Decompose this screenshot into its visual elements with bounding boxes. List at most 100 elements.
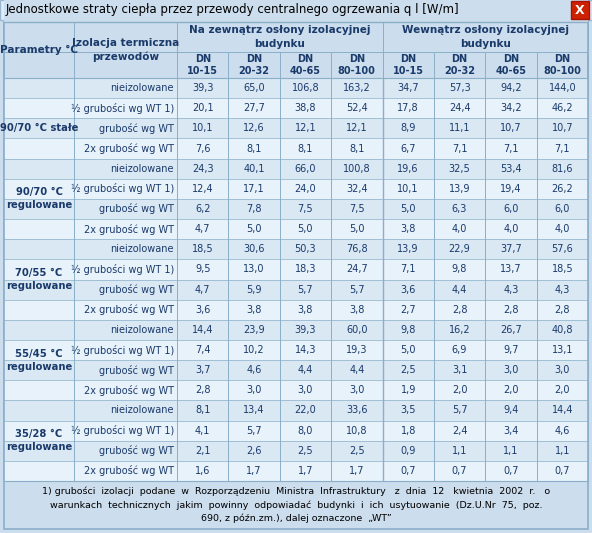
Text: ½ grubości wg WT 1): ½ grubości wg WT 1) [71, 425, 174, 436]
Text: 8,1: 8,1 [195, 406, 210, 416]
Text: 2,4: 2,4 [452, 426, 467, 435]
Text: 3,0: 3,0 [246, 385, 262, 395]
Text: 39,3: 39,3 [192, 83, 214, 93]
Text: 1,7: 1,7 [298, 466, 313, 476]
Text: 0,7: 0,7 [503, 466, 519, 476]
Text: 3,5: 3,5 [400, 406, 416, 416]
Text: 163,2: 163,2 [343, 83, 371, 93]
Bar [4, 159, 588, 179]
Text: 13,1: 13,1 [552, 345, 573, 355]
Text: 3,6: 3,6 [195, 305, 210, 314]
Bar [4, 279, 588, 300]
Text: Jednostkowe straty ciepła przez przewody centralnego ogrzewania q l [W/m]: Jednostkowe straty ciepła przez przewody… [6, 4, 459, 17]
Text: 37,7: 37,7 [500, 244, 522, 254]
Text: 13,9: 13,9 [449, 184, 470, 194]
Text: 4,3: 4,3 [555, 285, 570, 295]
Text: 16,2: 16,2 [449, 325, 471, 335]
Text: 10,7: 10,7 [500, 123, 522, 133]
Text: 3,7: 3,7 [195, 365, 210, 375]
Text: Na zewnątrz osłony izolacyjnej
budynku: Na zewnątrz osłony izolacyjnej budynku [189, 26, 371, 49]
Bar [4, 380, 588, 400]
Text: 27,7: 27,7 [243, 103, 265, 113]
Text: DN
80-100: DN 80-100 [338, 54, 376, 76]
Text: nieizolowane: nieizolowane [111, 325, 174, 335]
Text: 19,4: 19,4 [500, 184, 522, 194]
Text: ½ grubości wg WT 1): ½ grubości wg WT 1) [71, 103, 174, 114]
Text: 39,3: 39,3 [295, 325, 316, 335]
Text: 24,4: 24,4 [449, 103, 471, 113]
Text: 1,7: 1,7 [246, 466, 262, 476]
Text: 34,7: 34,7 [397, 83, 419, 93]
Text: 3,0: 3,0 [349, 385, 365, 395]
Text: 22,0: 22,0 [295, 406, 316, 416]
Text: 5,0: 5,0 [400, 345, 416, 355]
Text: 57,3: 57,3 [449, 83, 471, 93]
Bar [4, 400, 588, 421]
Text: 76,8: 76,8 [346, 244, 368, 254]
Text: 52,4: 52,4 [346, 103, 368, 113]
Text: 7,1: 7,1 [452, 143, 467, 154]
Text: 18,5: 18,5 [552, 264, 573, 274]
Text: 7,5: 7,5 [298, 204, 313, 214]
Text: 7,1: 7,1 [503, 143, 519, 154]
Text: 13,4: 13,4 [243, 406, 265, 416]
Text: 22,9: 22,9 [449, 244, 471, 254]
Text: 53,4: 53,4 [500, 164, 522, 174]
Text: 13,0: 13,0 [243, 264, 265, 274]
Text: 1,8: 1,8 [401, 426, 416, 435]
Text: grubość wg WT: grubość wg WT [99, 284, 174, 295]
Text: 40,8: 40,8 [552, 325, 573, 335]
Text: 1,1: 1,1 [503, 446, 519, 456]
Text: nieizolowane: nieizolowane [111, 164, 174, 174]
Text: 2,5: 2,5 [400, 365, 416, 375]
Text: 6,0: 6,0 [555, 204, 570, 214]
Text: 4,3: 4,3 [503, 285, 519, 295]
Text: 5,0: 5,0 [349, 224, 365, 234]
Text: 2,0: 2,0 [452, 385, 467, 395]
Text: 2x grubość wg WT: 2x grubość wg WT [84, 385, 174, 396]
Text: 35/28 °C
regulowane: 35/28 °C regulowane [6, 429, 72, 452]
Text: 7,4: 7,4 [195, 345, 210, 355]
Text: nieizolowane: nieizolowane [111, 406, 174, 416]
Text: 7,8: 7,8 [246, 204, 262, 214]
Text: 2,6: 2,6 [246, 446, 262, 456]
Text: 3,8: 3,8 [349, 305, 365, 314]
Text: 4,7: 4,7 [195, 285, 210, 295]
Bar [4, 360, 588, 380]
Text: 5,0: 5,0 [246, 224, 262, 234]
Text: 4,7: 4,7 [195, 224, 210, 234]
Text: 8,1: 8,1 [298, 143, 313, 154]
Text: 4,6: 4,6 [246, 365, 262, 375]
Text: 34,2: 34,2 [500, 103, 522, 113]
Bar [4, 98, 588, 118]
Bar [4, 300, 588, 320]
Text: DN
80-100: DN 80-100 [543, 54, 581, 76]
Text: 19,6: 19,6 [397, 164, 419, 174]
Text: 3,8: 3,8 [401, 224, 416, 234]
Text: 1) grubości  izolacji  podane  w  Rozporządzeniu  Ministra  Infrastruktury   z  : 1) grubości izolacji podane w Rozporządz… [42, 487, 550, 523]
Text: 4,6: 4,6 [555, 426, 570, 435]
Text: 24,7: 24,7 [346, 264, 368, 274]
Text: 1,1: 1,1 [555, 446, 570, 456]
Text: 5,7: 5,7 [452, 406, 467, 416]
Bar [4, 320, 588, 340]
Text: 33,6: 33,6 [346, 406, 368, 416]
Text: 38,8: 38,8 [295, 103, 316, 113]
Text: 0,7: 0,7 [555, 466, 570, 476]
Text: 10,1: 10,1 [397, 184, 419, 194]
Text: nieizolowane: nieizolowane [111, 244, 174, 254]
Text: 2,7: 2,7 [400, 305, 416, 314]
Text: 2x grubość wg WT: 2x grubość wg WT [84, 224, 174, 235]
Text: 3,0: 3,0 [298, 385, 313, 395]
Text: 1,7: 1,7 [349, 466, 365, 476]
Text: 4,1: 4,1 [195, 426, 210, 435]
Text: DN
10-15: DN 10-15 [187, 54, 218, 76]
Text: 18,3: 18,3 [295, 264, 316, 274]
Text: 2,5: 2,5 [349, 446, 365, 456]
Text: 1,1: 1,1 [452, 446, 467, 456]
Text: 4,4: 4,4 [452, 285, 467, 295]
Text: 8,1: 8,1 [246, 143, 262, 154]
Text: 17,8: 17,8 [397, 103, 419, 113]
Text: Izolacja termiczna
przewodów: Izolacja termiczna przewodów [72, 38, 179, 62]
Bar [0, 0, 592, 20]
